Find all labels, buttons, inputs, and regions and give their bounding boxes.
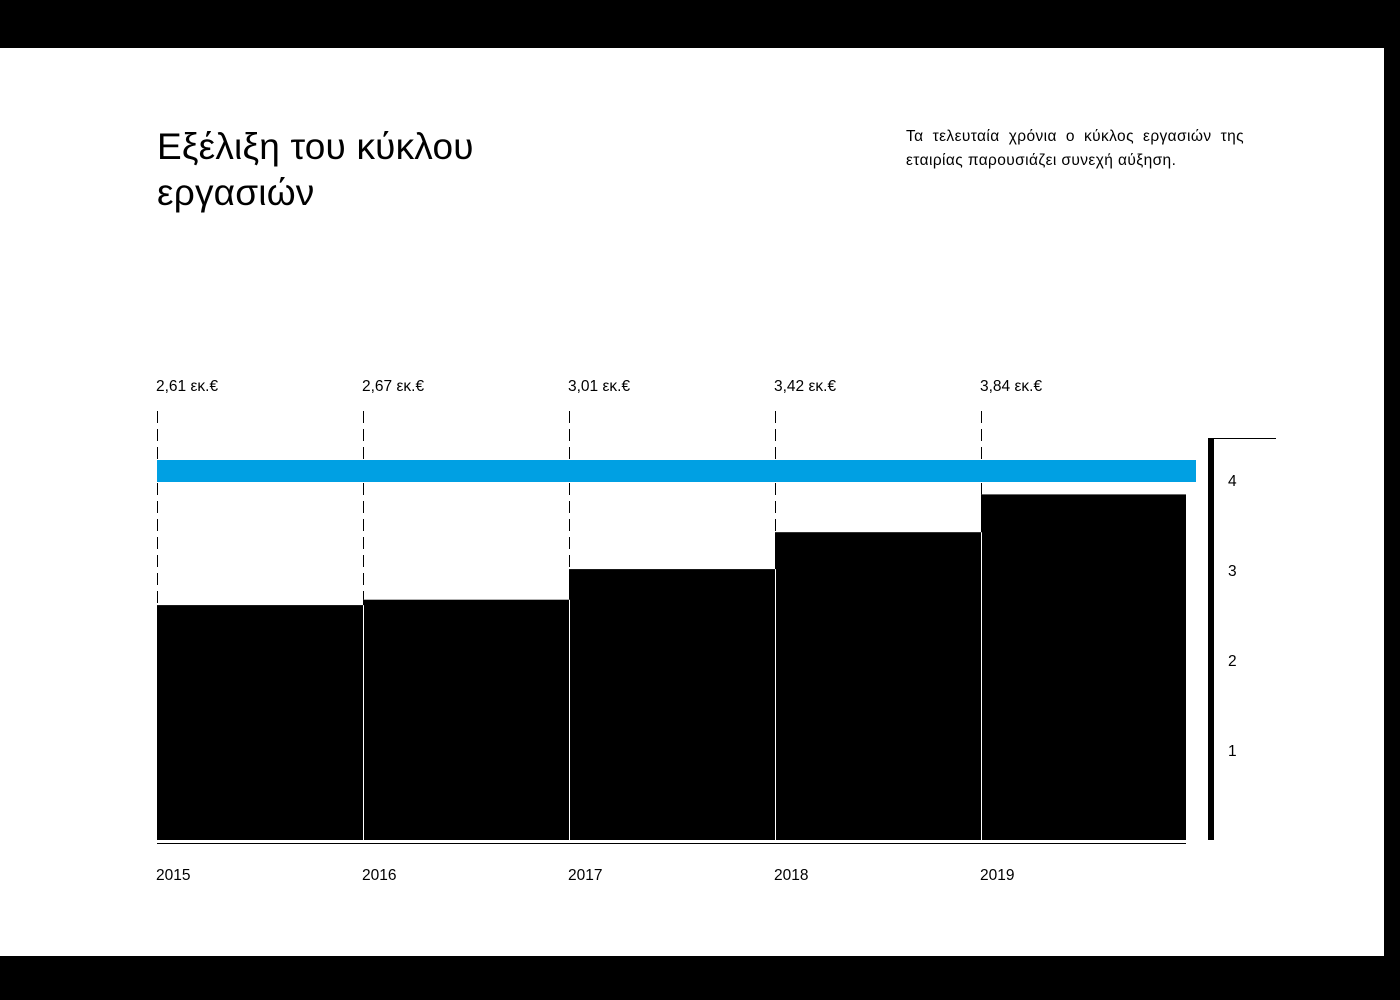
bar bbox=[157, 605, 363, 840]
data-label: 2,61 εκ.€ bbox=[156, 378, 218, 395]
y-tick-label: 4 bbox=[1228, 473, 1237, 490]
bar bbox=[981, 494, 1186, 840]
y-tick-label: 3 bbox=[1228, 563, 1237, 580]
data-label: 2,67 εκ.€ bbox=[362, 378, 424, 395]
y-axis-bar bbox=[1208, 438, 1214, 840]
x-tick-label: 2018 bbox=[774, 867, 808, 884]
chart-subtitle: Τα τελευταία χρόνια ο κύκλος εργασιών τη… bbox=[906, 128, 1244, 169]
data-label: 3,84 εκ.€ bbox=[980, 378, 1042, 395]
data-label: 3,42 εκ.€ bbox=[774, 378, 836, 395]
chart-title: Εξέλιξη του κύκλου εργασιών bbox=[157, 126, 474, 213]
bar bbox=[363, 599, 569, 840]
data-label: 3,01 εκ.€ bbox=[568, 378, 630, 395]
y-tick-label: 2 bbox=[1228, 653, 1237, 670]
x-tick-label: 2019 bbox=[980, 867, 1014, 884]
bar bbox=[569, 569, 775, 840]
bar bbox=[775, 532, 981, 840]
reference-band bbox=[157, 460, 1196, 482]
x-tick-label: 2017 bbox=[568, 867, 602, 884]
y-tick-label: 1 bbox=[1228, 743, 1237, 760]
x-tick-label: 2016 bbox=[362, 867, 396, 884]
x-tick-label: 2015 bbox=[156, 867, 190, 884]
